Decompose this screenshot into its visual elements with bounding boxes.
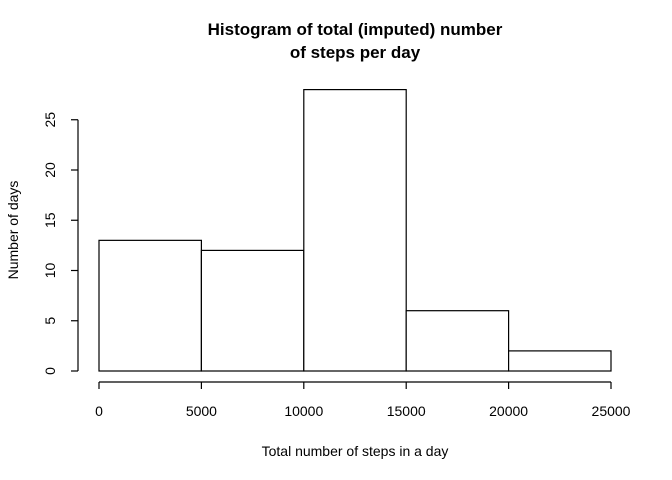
histogram-bar-4 xyxy=(508,350,612,372)
x-tick-label-5: 25000 xyxy=(592,403,631,419)
chart-title-line-1: Histogram of total (imputed) number xyxy=(208,20,503,39)
bars-group xyxy=(98,88,612,372)
histogram-bar-3 xyxy=(405,310,510,372)
x-axis: 0 5000 10000 15000 20000 25000 xyxy=(95,381,631,419)
histogram-bar-2 xyxy=(303,88,407,372)
histogram-bar-1 xyxy=(200,249,305,372)
y-tick-label-2: 10 xyxy=(42,263,58,279)
chart-title-line-2: of steps per day xyxy=(290,43,421,62)
histogram-bar-0 xyxy=(98,239,203,372)
x-tick-label-3: 15000 xyxy=(387,403,426,419)
x-tick-label-0: 0 xyxy=(95,403,103,419)
y-tick-label-4: 20 xyxy=(42,162,58,178)
x-axis-label: Total number of steps in a day xyxy=(262,443,449,459)
x-tick-label-1: 5000 xyxy=(186,403,217,419)
y-tick-label-1: 5 xyxy=(42,317,58,325)
y-tick-label-0: 0 xyxy=(42,367,58,375)
x-tick-label-4: 20000 xyxy=(489,403,528,419)
y-tick-label-3: 15 xyxy=(42,212,58,228)
y-axis-label: Number of days xyxy=(5,181,21,280)
x-tick-label-2: 10000 xyxy=(284,403,323,419)
y-axis: 0 5 10 15 20 25 xyxy=(42,112,79,375)
y-tick-label-5: 25 xyxy=(42,112,58,128)
